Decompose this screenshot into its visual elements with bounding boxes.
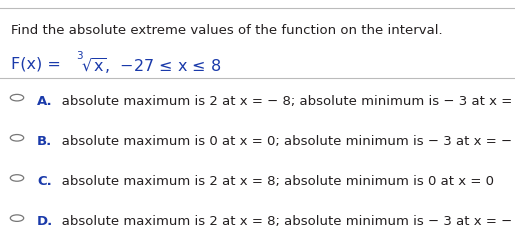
Text: A.: A.	[37, 94, 53, 107]
Text: F(x) =: F(x) =	[11, 56, 66, 71]
Text: absolute maximum is 2 at x = 8; absolute minimum is − 3 at x = − 27: absolute maximum is 2 at x = 8; absolute…	[49, 214, 515, 227]
Text: 3: 3	[76, 51, 83, 61]
Text: absolute maximum is 2 at x = − 8; absolute minimum is − 3 at x = 8: absolute maximum is 2 at x = − 8; absolu…	[49, 94, 515, 107]
Text: absolute maximum is 2 at x = 8; absolute minimum is 0 at x = 0: absolute maximum is 2 at x = 8; absolute…	[49, 174, 494, 187]
Text: D.: D.	[37, 214, 54, 227]
Text: B.: B.	[37, 134, 53, 147]
Text: C.: C.	[37, 174, 52, 187]
Text: $\sqrt{\mathregular{x}}$,  −27 ≤ x ≤ 8: $\sqrt{\mathregular{x}}$, −27 ≤ x ≤ 8	[81, 56, 222, 76]
Text: Find the absolute extreme values of the function on the interval.: Find the absolute extreme values of the …	[11, 24, 443, 37]
Text: absolute maximum is 0 at x = 0; absolute minimum is − 3 at x = − 27: absolute maximum is 0 at x = 0; absolute…	[49, 134, 515, 147]
